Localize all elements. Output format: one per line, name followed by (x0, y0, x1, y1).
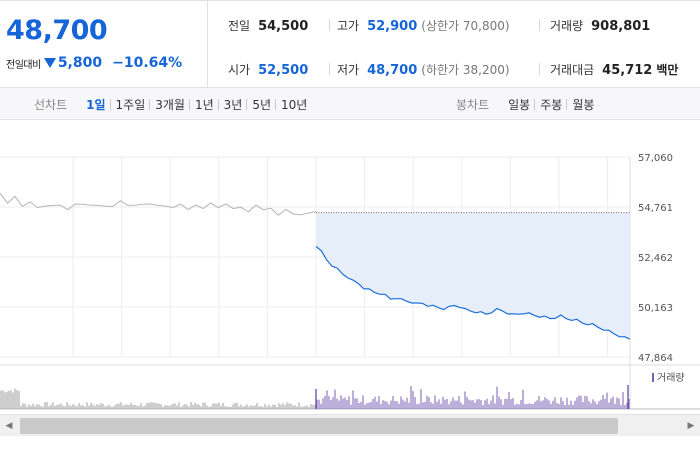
stat-label: 저가 (337, 63, 360, 77)
scroll-left-arrow-icon[interactable]: ◀ (5, 421, 13, 431)
period-1d[interactable]: 1일 (86, 97, 106, 112)
stats-panel: 전일 54,500 고가 52,900 (상한가 70,800) 거래량 908… (209, 1, 700, 88)
upper-limit: (상한가 70,800) (421, 19, 510, 33)
period-1y[interactable]: 1년 (188, 96, 219, 113)
volume-legend-label: 거래량 (657, 372, 685, 384)
today-series-line (315, 246, 631, 340)
divider (329, 63, 330, 75)
stat-label: 거래량 (550, 19, 584, 33)
scroll-thumb[interactable] (20, 418, 618, 434)
chart-toolbar: 선차트 1일 1주일 3개월 1년 3년 5년 10년 봉차트 일봉 주봉 월봉 (0, 88, 700, 120)
y-tick-label: 52,462 (638, 253, 673, 264)
line-chart-title: 선차트 (34, 97, 68, 112)
today-area-fill (316, 212, 630, 340)
price-chart-svg: 57,060 54,761 52,462 50,163 47,864 거래량 (0, 153, 700, 410)
chart-scrollbar[interactable]: ◀ ▶ (0, 414, 700, 436)
stat-value: 52,500 (258, 63, 309, 78)
lower-limit: (하한가 38,200) (421, 63, 510, 77)
period-1w[interactable]: 1주일 (109, 96, 151, 113)
stat-volume: 거래량 908,801 (550, 17, 650, 34)
stat-trade-amount: 거래대금 45,712 백만 (550, 61, 678, 78)
period-monthly-candle[interactable]: 월봉 (566, 96, 599, 113)
period-daily-candle[interactable]: 일봉 (508, 97, 531, 112)
stat-unit: 백만 (656, 63, 679, 77)
change-label: 전일대비 (6, 59, 41, 71)
price-chart[interactable]: 57,060 54,761 52,462 50,163 47,864 거래량 (0, 121, 700, 411)
stat-label: 전일 (228, 19, 251, 33)
scroll-right-arrow-icon[interactable]: ▶ (687, 421, 695, 431)
stat-value: 48,700 (367, 63, 418, 78)
stat-label: 거래대금 (550, 63, 595, 77)
y-tick-label: 50,163 (638, 303, 673, 314)
period-10y[interactable]: 10년 (275, 96, 312, 113)
stock-summary: 48,700 전일대비 5,800 −10.64% 전일 54,500 고가 5… (0, 0, 700, 88)
period-3y[interactable]: 3년 (217, 96, 248, 113)
stat-label: 고가 (337, 19, 360, 33)
y-tick-label: 57,060 (638, 153, 673, 164)
change-percent: −10.64% (112, 55, 183, 71)
stat-value: 52,900 (367, 19, 418, 34)
change-value: 5,800 (57, 55, 103, 71)
price-change: 전일대비 5,800 −10.64% (6, 55, 182, 71)
price-box: 48,700 전일대비 5,800 −10.64% (0, 1, 208, 88)
candle-chart-title: 봉차트 (456, 97, 490, 112)
stat-value: 45,712 (602, 63, 653, 78)
candle-chart-periods: 봉차트 일봉 주봉 월봉 (456, 88, 599, 120)
line-chart-periods: 선차트 1일 1주일 3개월 1년 3년 5년 10년 (34, 88, 312, 120)
stat-open: 시가 52,500 (228, 61, 308, 78)
divider (329, 19, 330, 31)
y-tick-label: 54,761 (638, 203, 673, 214)
stat-low: 저가 48,700 (하한가 38,200) (337, 61, 510, 78)
prev-day-series-line (0, 192, 317, 216)
stat-prev-close: 전일 54,500 (228, 17, 308, 34)
stat-value: 908,801 (591, 19, 651, 34)
stat-value: 54,500 (258, 19, 309, 34)
period-weekly-candle[interactable]: 주봉 (534, 96, 567, 113)
y-tick-label: 47,864 (638, 353, 673, 364)
current-price: 48,700 (6, 15, 108, 46)
volume-legend-swatch (652, 373, 654, 382)
down-triangle-icon (43, 58, 56, 68)
period-3m[interactable]: 3개월 (149, 96, 190, 113)
period-5y[interactable]: 5년 (246, 96, 276, 113)
stat-label: 시가 (228, 63, 251, 77)
stat-high: 고가 52,900 (상한가 70,800) (337, 17, 510, 34)
divider (539, 63, 540, 75)
divider (539, 19, 540, 31)
